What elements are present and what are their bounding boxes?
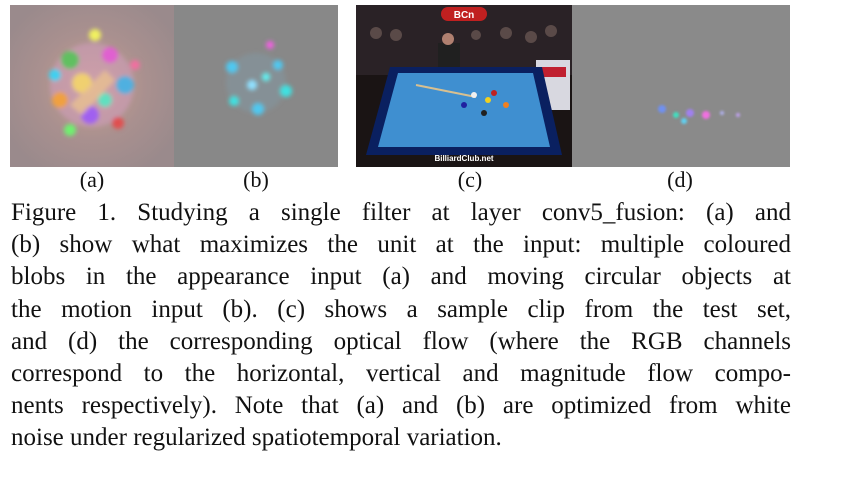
caption-line: noise under regularized spatiotemporal v… [11,424,502,452]
subfigure-label-a: (a) [79,167,105,192]
subfigure-label-c: (c) [457,167,483,192]
figure-images: BCn BilliardClub.net [10,5,790,167]
optical-flow-image [572,5,790,167]
subfigure-label-b: (b) [243,167,269,192]
appearance-input-image [10,5,174,167]
motion-input-image [174,5,338,167]
clip-watermark: BilliardClub.net [434,154,493,163]
caption-line: (b) show what maximizes the unit at the … [11,231,791,259]
caption-line: the motion input (b). (c) shows a sample… [11,295,791,323]
caption-line: and (d) the corresponding optical flow (… [11,327,791,355]
clip-logo: BCn [454,10,475,21]
caption-line: correspond to the horizontal, vertical a… [11,359,791,387]
caption-line: blobs in the appearance input (a) and mo… [11,263,791,291]
subfigure-label-d: (d) [667,167,693,192]
figure-caption: Figure 1. Studying a single filter at la… [11,197,791,455]
caption-line: nents respectively). Note that (a) and (… [11,392,791,420]
caption-line: Figure 1. Studying a single filter at la… [11,199,791,226]
billiards-clip-frame: BCn BilliardClub.net [356,5,572,167]
